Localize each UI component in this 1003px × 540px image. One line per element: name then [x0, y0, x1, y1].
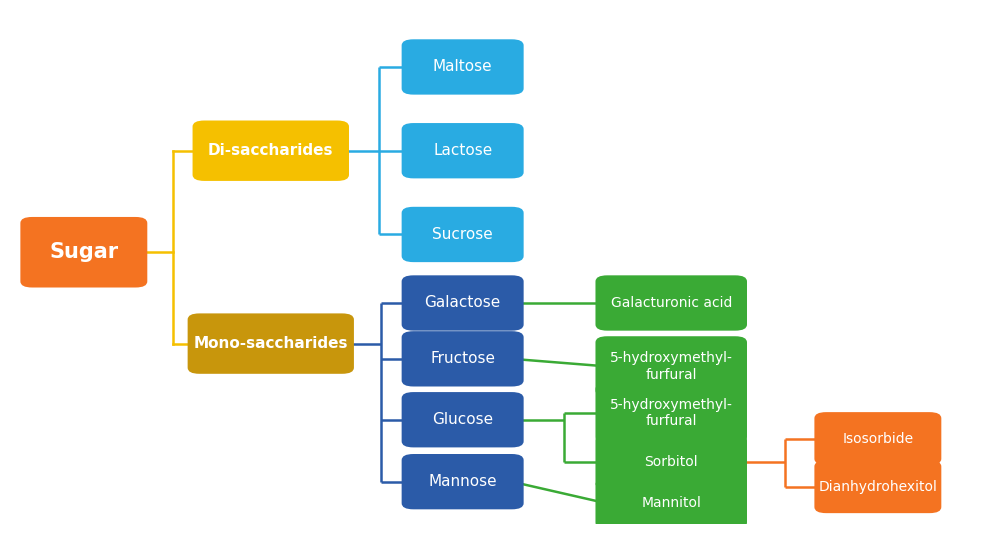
Text: Dianhydrohexitol: Dianhydrohexitol — [817, 480, 937, 494]
FancyBboxPatch shape — [595, 336, 746, 397]
Text: Galactose: Galactose — [424, 295, 500, 310]
Text: Glucose: Glucose — [431, 412, 492, 427]
Text: 5-hydroxymethyl-
furfural: 5-hydroxymethyl- furfural — [609, 398, 732, 428]
Text: 5-hydroxymethyl-
furfural: 5-hydroxymethyl- furfural — [609, 352, 732, 382]
Text: Mono-saccharides: Mono-saccharides — [194, 336, 348, 351]
FancyBboxPatch shape — [595, 275, 746, 330]
Text: Maltose: Maltose — [432, 59, 491, 75]
FancyBboxPatch shape — [401, 331, 524, 387]
Text: Fructose: Fructose — [429, 352, 494, 366]
Text: Sucrose: Sucrose — [432, 227, 492, 242]
FancyBboxPatch shape — [401, 207, 524, 262]
Text: Mannitol: Mannitol — [641, 496, 700, 510]
FancyBboxPatch shape — [595, 478, 746, 529]
FancyBboxPatch shape — [193, 120, 349, 181]
FancyBboxPatch shape — [401, 454, 524, 509]
FancyBboxPatch shape — [813, 460, 941, 513]
FancyBboxPatch shape — [20, 217, 147, 287]
FancyBboxPatch shape — [401, 39, 524, 94]
Text: Sugar: Sugar — [49, 242, 118, 262]
Text: Mannose: Mannose — [428, 474, 496, 489]
FancyBboxPatch shape — [813, 412, 941, 465]
FancyBboxPatch shape — [401, 392, 524, 448]
FancyBboxPatch shape — [401, 275, 524, 330]
FancyBboxPatch shape — [401, 123, 524, 178]
FancyBboxPatch shape — [595, 383, 746, 443]
Text: Isosorbide: Isosorbide — [842, 431, 913, 446]
FancyBboxPatch shape — [595, 434, 746, 490]
Text: Galacturonic acid: Galacturonic acid — [610, 296, 731, 310]
Text: Sorbitol: Sorbitol — [644, 455, 697, 469]
FancyBboxPatch shape — [188, 313, 354, 374]
Text: Di-saccharides: Di-saccharides — [208, 143, 333, 158]
Text: Lactose: Lactose — [432, 143, 491, 158]
